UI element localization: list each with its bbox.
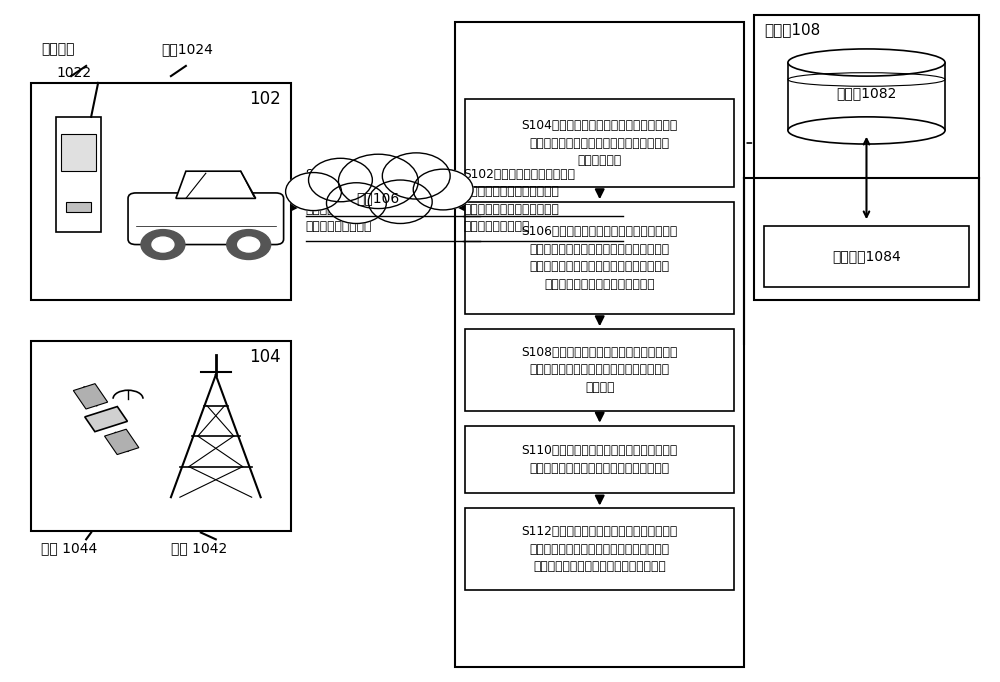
FancyBboxPatch shape [128, 193, 284, 245]
Bar [465, 202, 734, 314]
Bar [56, 117, 101, 233]
Ellipse shape [788, 49, 945, 76]
Text: 104: 104 [249, 348, 281, 366]
Circle shape [309, 158, 372, 202]
Circle shape [238, 237, 260, 252]
Bar [455, 22, 744, 667]
Text: S106，联立基于当前观测数据构建的双差观
测方程和基于当前惯导数据构建的虚拟观测
方程，通过滤波器进行滤波融合，以得到所
述当前历元下对应的当前模糊度集: S106，联立基于当前观测数据构建的双差观 测方程和基于当前惯导数据构建的虚拟观… [522, 225, 678, 291]
Text: 1022: 1022 [56, 66, 91, 80]
Ellipse shape [788, 117, 945, 144]
Text: 车辆1024: 车辆1024 [161, 42, 213, 56]
Circle shape [286, 173, 341, 211]
Text: 数据库1082: 数据库1082 [836, 86, 897, 100]
Bar [61, 134, 96, 171]
Polygon shape [73, 384, 108, 409]
Bar [66, 202, 91, 212]
Text: S102，发送惯性导航系统当前
历元下采集到的当前惯导数据
和定位导航系统当前历元下采
集到的当前观测数据: S102，发送惯性导航系统当前 历元下采集到的当前惯导数据 和定位导航系统当前历… [463, 168, 575, 233]
Bar [465, 508, 734, 590]
Text: S110，基于目标模糊度子集获取定位导航系
统的天线相位中心位置的第二参考位置信息: S110，基于目标模糊度子集获取定位导航系 统的天线相位中心位置的第二参考位置信… [522, 444, 678, 475]
Text: 处理引擎1084: 处理引擎1084 [832, 249, 901, 263]
Circle shape [141, 230, 185, 259]
Text: 移动终端: 移动终端 [41, 42, 75, 56]
Circle shape [413, 169, 473, 210]
Bar [465, 426, 734, 494]
Text: 服务器108: 服务器108 [764, 22, 821, 37]
Bar [465, 99, 734, 187]
Circle shape [152, 237, 174, 252]
Circle shape [326, 183, 386, 224]
Bar [764, 226, 969, 286]
Text: 卫星 1044: 卫星 1044 [41, 542, 98, 555]
Circle shape [227, 230, 271, 259]
Circle shape [382, 153, 450, 199]
Text: S104，基于当前惯导数据和测量关系数据获
取定位导航系统的天线相位中心位置的第一
参考位置信息: S104，基于当前惯导数据和测量关系数据获 取定位导航系统的天线相位中心位置的第… [522, 119, 678, 167]
Polygon shape [176, 171, 256, 198]
Bar [31, 83, 291, 300]
Polygon shape [85, 406, 127, 432]
Bar [754, 15, 979, 300]
Polygon shape [105, 429, 139, 455]
Text: 基站 1042: 基站 1042 [171, 542, 227, 555]
Bar [788, 63, 945, 130]
Text: S112，利用根据第二参考位置信息与第一参
考位置信息确定出的状态误差，对当前惯导
数据进行校正以得到目标对象的定位结果: S112，利用根据第二参考位置信息与第一参 考位置信息确定出的状态误差，对当前惯… [522, 525, 678, 573]
Text: 102: 102 [249, 90, 281, 108]
Circle shape [338, 154, 418, 209]
Text: 网络106: 网络106 [357, 192, 400, 205]
Text: S102，发送惯性导航系统当前
历元下采集到的当前惯导数据
和定位导航系统当前历元下采
集到的当前观测数据: S102，发送惯性导航系统当前 历元下采集到的当前惯导数据 和定位导航系统当前历… [306, 168, 418, 233]
Bar [31, 341, 291, 531]
Text: S108，从当前模糊度集中确定出目标模糊度
子集，其中，目标模糊度子集达到固定比率
阈值条件: S108，从当前模糊度集中确定出目标模糊度 子集，其中，目标模糊度子集达到固定比… [522, 346, 678, 394]
Bar [465, 329, 734, 411]
Circle shape [368, 180, 432, 224]
Ellipse shape [788, 49, 945, 76]
